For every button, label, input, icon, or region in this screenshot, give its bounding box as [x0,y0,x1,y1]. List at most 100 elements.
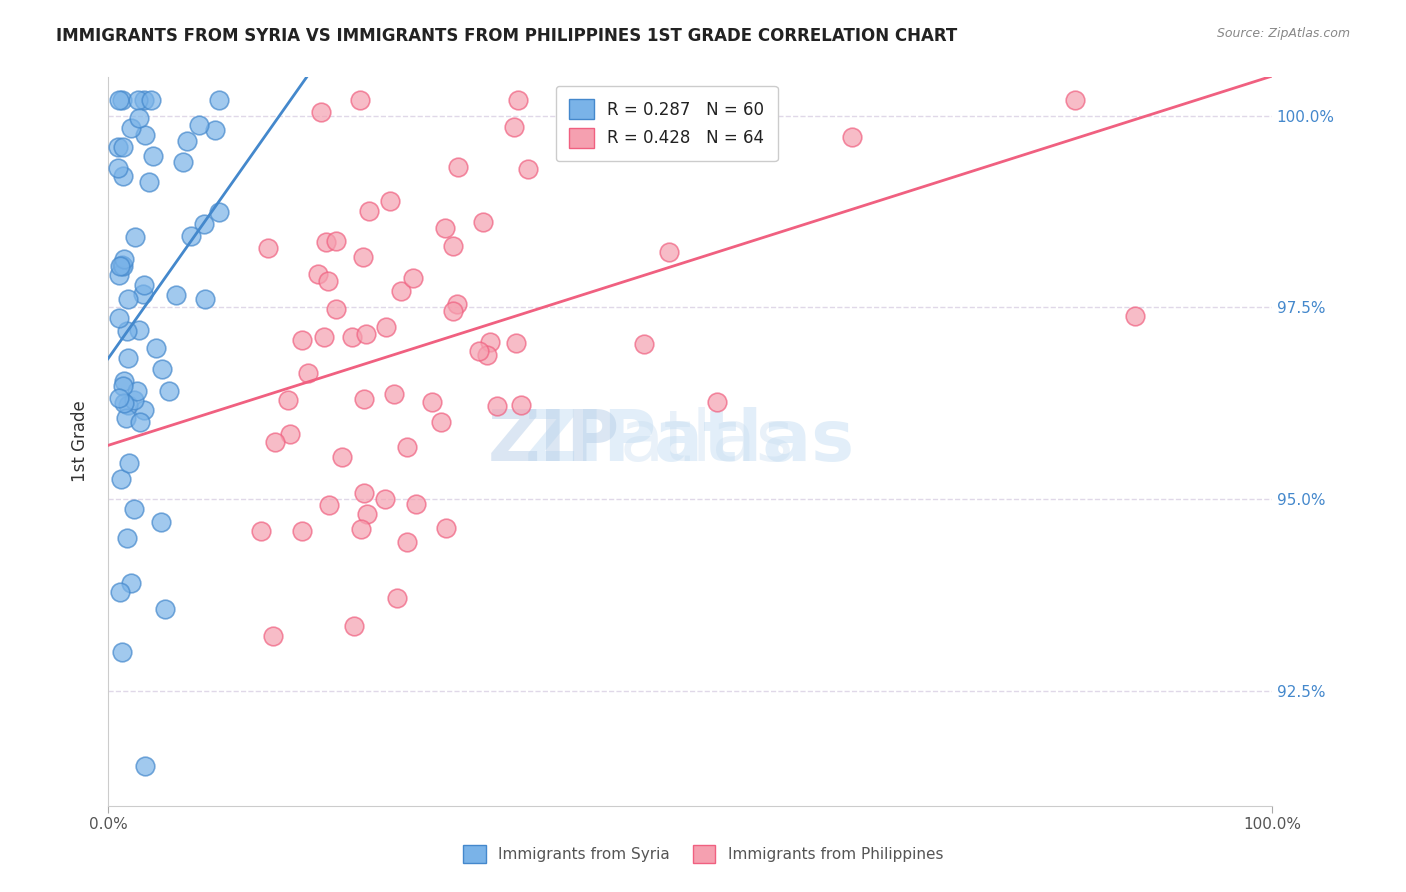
Point [350,523,373,537]
Point [157,384,180,398]
Point [172,155,194,169]
Point [149,515,172,529]
Point [112,259,135,273]
Point [204,123,226,137]
Point [108,585,131,599]
Point [128,323,150,337]
Point [316,274,339,288]
Point [706,395,728,409]
Point [132,403,155,417]
Point [405,497,427,511]
Point [132,286,155,301]
Point [382,387,405,401]
Point [510,398,533,412]
Point [193,217,215,231]
Point [138,175,160,189]
Point [395,440,418,454]
Point [468,343,491,358]
Point [120,120,142,135]
Point [111,94,134,108]
Point [349,94,371,108]
Point [471,215,494,229]
Point [446,297,468,311]
Point [112,395,135,409]
Point [117,531,139,545]
Point [208,205,231,219]
Point [422,395,444,409]
Point [402,270,425,285]
Point [673,94,696,108]
Point [436,521,458,535]
Point [112,374,135,388]
Point [111,169,134,184]
Point [505,335,527,350]
Point [127,94,149,108]
Point [142,149,165,163]
Point [249,524,271,538]
Point [430,415,453,429]
Point [503,120,526,135]
Point [111,258,134,272]
Point [194,293,217,307]
Point [134,128,156,142]
Point [132,278,155,293]
Point [352,250,374,264]
Point [447,161,470,175]
Point [150,362,173,376]
Point [129,415,152,429]
Point [291,524,314,538]
Point [325,234,347,248]
Text: ZIP: ZIP [488,407,620,476]
Point [107,140,129,154]
Point [315,235,337,250]
Point [353,485,375,500]
Legend: Immigrants from Syria, Immigrants from Philippines: Immigrants from Syria, Immigrants from P… [450,832,956,875]
Point [139,94,162,108]
Point [434,220,457,235]
Text: ZIPatlas: ZIPatlas [524,407,855,476]
Point [127,384,149,399]
Point [356,508,378,522]
Y-axis label: 1st Grade: 1st Grade [72,401,89,483]
Text: Source: ZipAtlas.com: Source: ZipAtlas.com [1216,27,1350,40]
Point [208,94,231,108]
Point [343,618,366,632]
Point [107,391,129,405]
Point [603,106,626,120]
Point [389,284,412,298]
Text: IMMIGRANTS FROM SYRIA VS IMMIGRANTS FROM PHILIPPINES 1ST GRADE CORRELATION CHART: IMMIGRANTS FROM SYRIA VS IMMIGRANTS FROM… [56,27,957,45]
Point [112,252,135,266]
Point [1125,309,1147,323]
Point [325,301,347,316]
Point [441,239,464,253]
Point [330,450,353,464]
Point [1064,94,1087,108]
Point [841,129,863,144]
Point [297,366,319,380]
Point [117,292,139,306]
Point [278,426,301,441]
Point [176,135,198,149]
Point [354,327,377,342]
Point [122,501,145,516]
Point [180,229,202,244]
Point [120,575,142,590]
Point [309,105,332,120]
Point [395,535,418,549]
Point [506,94,529,108]
Point [353,392,375,406]
Point [312,330,335,344]
Point [107,94,129,108]
Point [477,348,499,362]
Point [318,498,340,512]
Point [374,492,396,507]
Point [290,333,312,347]
Point [380,194,402,208]
Point [128,112,150,126]
Text: atlas: atlas [620,407,794,476]
Point [108,268,131,282]
Point [108,311,131,326]
Point [340,329,363,343]
Point [112,140,135,154]
Point [307,268,329,282]
